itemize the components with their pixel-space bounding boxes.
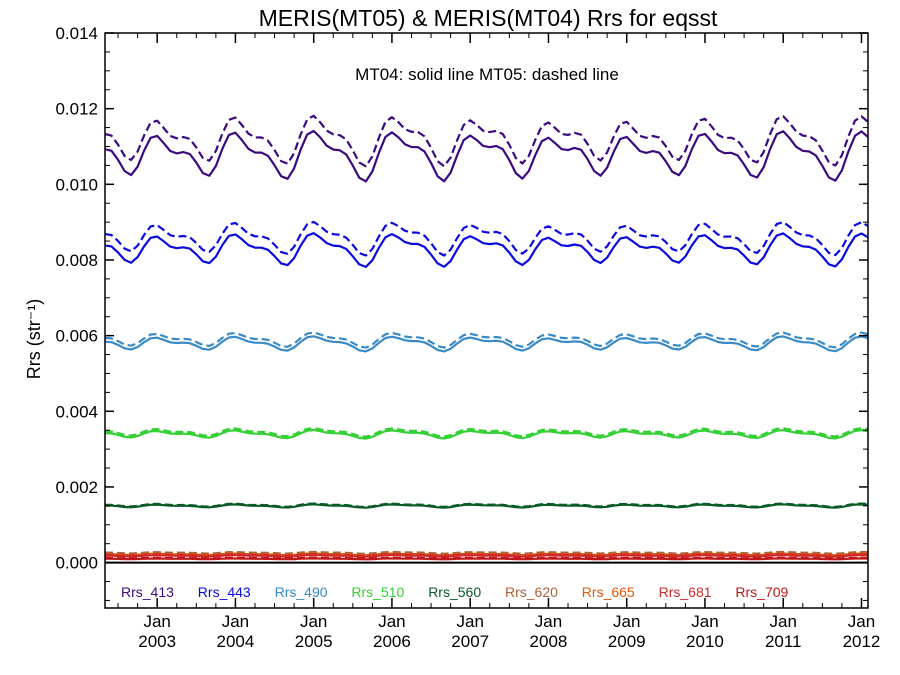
x-tick-year: 2006 — [373, 632, 411, 651]
y-axis-label: Rrs (str⁻¹) — [24, 299, 44, 379]
series-line-rrs-490-mt04 — [104, 335, 869, 353]
legend-entry: Rrs_665 — [582, 584, 635, 600]
x-tick-year: 2008 — [530, 632, 568, 651]
plot-frame — [104, 32, 869, 609]
y-tick-label: 0.014 — [55, 24, 98, 43]
x-tick-month: Jan — [378, 612, 405, 631]
series-line-rrs-620-mt05 — [104, 550, 869, 555]
legend: Rrs_413 Rrs_443 Rrs_490 Rrs_510 Rrs_560 Rrs_6… — [121, 584, 789, 600]
series-line-rrs-510-mt04 — [104, 429, 869, 440]
y-tick-label: 0.000 — [55, 554, 98, 573]
y-tick-label: 0.010 — [55, 175, 98, 194]
x-tick-year: 2012 — [843, 632, 881, 651]
x-tick-month: Jan — [300, 612, 327, 631]
series-line-rrs-490-mt05 — [104, 331, 869, 349]
x-tick-year: 2003 — [138, 632, 176, 651]
x-tick-year: 2004 — [217, 632, 255, 651]
legend-entry: Rrs_620 — [505, 584, 558, 600]
legend-entry: Rrs_490 — [275, 584, 328, 600]
x-tick-month: Jan — [143, 612, 170, 631]
y-tick-label: 0.002 — [55, 478, 98, 497]
legend-entry: Rrs_709 — [735, 584, 788, 600]
x-tick-month: Jan — [848, 612, 875, 631]
x-tick-year: 2005 — [295, 632, 333, 651]
x-tick-month: Jan — [222, 612, 249, 631]
x-tick-month: Jan — [691, 612, 718, 631]
line-style-note: MT04: solid line MT05: dashed line — [355, 65, 619, 84]
x-tick-year: 2010 — [686, 632, 724, 651]
series-line-rrs-681-mt05 — [105, 553, 869, 558]
series-line-rrs-413-mt04 — [104, 129, 869, 183]
x-tick-year: 2009 — [608, 632, 646, 651]
legend-entry: Rrs_510 — [351, 584, 404, 600]
series-line-rrs-413-mt05 — [104, 114, 869, 168]
y-tick-label: 0.012 — [55, 100, 98, 119]
y-axis: 0.000 0.002 0.004 0.006 0.008 0.010 0.012 0.014 — [55, 24, 868, 601]
series-line-rrs-709-mt05 — [105, 556, 869, 560]
x-tick-year: 2007 — [451, 632, 489, 651]
x-tick-year: 2011 — [765, 632, 802, 651]
series-line-rrs-443-mt04 — [104, 232, 869, 268]
legend-entry: Rrs_681 — [659, 584, 712, 600]
y-tick-label: 0.008 — [55, 251, 98, 270]
x-tick-month: Jan — [456, 612, 483, 631]
series-layer — [104, 114, 869, 561]
x-tick-month: Jan — [613, 612, 640, 631]
x-tick-month: Jan — [770, 612, 797, 631]
series-line-rrs-443-mt05 — [104, 220, 869, 257]
x-axis: Jan2003Jan2004Jan2005Jan2006Jan2007Jan20… — [117, 33, 881, 651]
legend-entry: Rrs_560 — [428, 584, 481, 600]
y-tick-label: 0.004 — [55, 402, 98, 421]
series-line-rrs-510-mt05 — [104, 427, 869, 438]
legend-entry: Rrs_443 — [198, 584, 251, 600]
series-line-rrs-560-mt05 — [104, 502, 869, 508]
chart-title: MERIS(MT05) & MERIS(MT04) Rrs for eqsst — [259, 5, 718, 31]
y-tick-label: 0.006 — [55, 327, 98, 346]
x-tick-month: Jan — [535, 612, 562, 631]
legend-entry: Rrs_413 — [121, 584, 174, 600]
